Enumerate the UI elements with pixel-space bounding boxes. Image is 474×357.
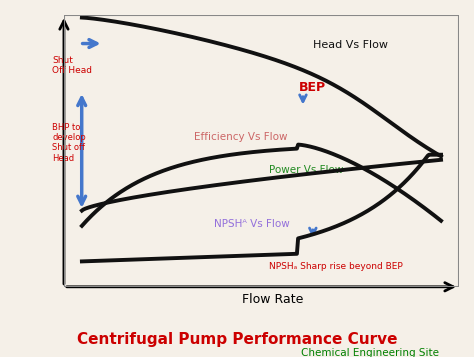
- Text: Head Vs Flow: Head Vs Flow: [313, 40, 388, 50]
- Text: BHP to
develop
Shut off
Head: BHP to develop Shut off Head: [52, 123, 86, 163]
- Text: Flow Rate: Flow Rate: [242, 293, 303, 306]
- Text: NPSHₐ Sharp rise beyond BEP: NPSHₐ Sharp rise beyond BEP: [269, 262, 403, 271]
- Text: Centrifugal Pump Performance Curve: Centrifugal Pump Performance Curve: [77, 332, 397, 347]
- Text: Efficiency Vs Flow: Efficiency Vs Flow: [194, 132, 288, 142]
- Text: NPSHᴬ Vs Flow: NPSHᴬ Vs Flow: [214, 219, 290, 229]
- Text: BEP: BEP: [299, 81, 326, 94]
- Text: Shut
Off Head: Shut Off Head: [52, 56, 92, 75]
- Text: Chemical Engineering Site: Chemical Engineering Site: [301, 348, 439, 357]
- Text: Power Vs Flow: Power Vs Flow: [269, 165, 344, 175]
